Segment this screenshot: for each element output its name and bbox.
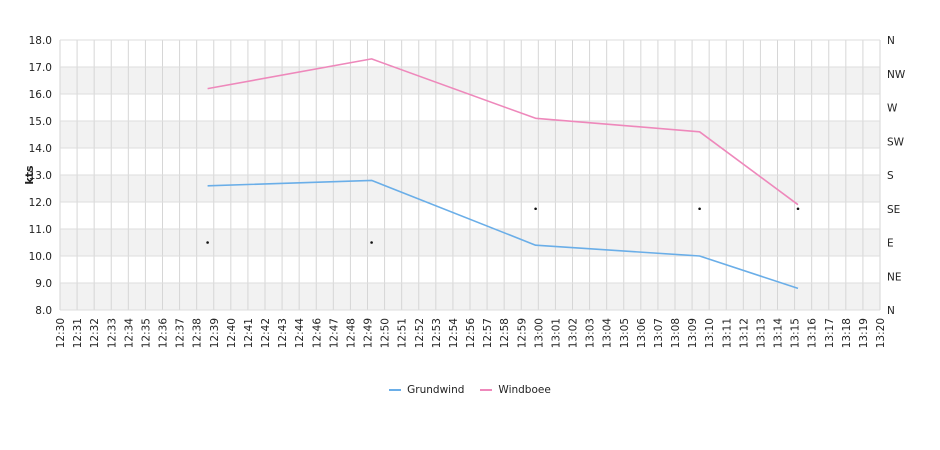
x-tick-label: 13:15 xyxy=(790,318,802,348)
legend-item-windboee[interactable]: Windboee xyxy=(480,384,551,396)
x-tick-label: 12:44 xyxy=(294,318,306,349)
x-tick-label: 12:46 xyxy=(311,318,323,349)
x-tick-label: 12:50 xyxy=(380,318,392,348)
x-tick-label: 13:10 xyxy=(704,318,716,348)
y-tick-label: 14.0 xyxy=(29,143,52,155)
y2-tick-label: N xyxy=(887,35,895,47)
direction-marker xyxy=(370,241,373,244)
y2-tick-label: N xyxy=(887,305,895,317)
legend-swatch-windboee xyxy=(480,389,493,391)
y-tick-label: 17.0 xyxy=(29,62,52,74)
x-tick-label: 12:57 xyxy=(482,318,494,348)
y2-tick-label: W xyxy=(887,103,898,115)
y2-tick-label: NW xyxy=(887,69,906,81)
x-tick-label: 12:32 xyxy=(89,318,101,348)
x-tick-label: 12:31 xyxy=(72,318,84,348)
y-tick-label: 8.0 xyxy=(35,305,52,317)
x-tick-label: 12:59 xyxy=(516,318,528,348)
x-tick-label: 13:20 xyxy=(875,318,887,348)
x-tick-label: 12:33 xyxy=(106,318,118,348)
y-tick-label: 12.0 xyxy=(29,197,52,209)
x-tick-label: 13:09 xyxy=(687,318,699,348)
y-axis-title: kts xyxy=(23,165,36,185)
x-tick-label: 12:40 xyxy=(226,318,238,348)
x-tick-label: 12:48 xyxy=(345,318,357,348)
legend: Grundwind Windboee xyxy=(0,384,940,396)
y-tick-label: 11.0 xyxy=(29,224,52,236)
x-tick-label: 13:01 xyxy=(550,318,562,348)
y2-tick-label: S xyxy=(887,170,894,182)
x-tick-label: 12:51 xyxy=(397,318,409,348)
y2-tick-label: SE xyxy=(887,204,900,216)
x-tick-label: 13:16 xyxy=(807,318,819,349)
y-tick-label: 18.0 xyxy=(29,35,52,47)
x-tick-label: 12:37 xyxy=(175,318,187,348)
y2-tick-label: E xyxy=(887,238,894,250)
series-line-grundwind xyxy=(207,179,799,290)
y-tick-label: 10.0 xyxy=(29,251,52,263)
direction-marker xyxy=(796,207,800,211)
x-tick-label: 12:39 xyxy=(209,318,221,348)
x-tick-label: 12:30 xyxy=(55,318,67,348)
x-tick-label: 12:49 xyxy=(363,318,375,348)
x-tick-label: 12:41 xyxy=(243,318,255,348)
legend-label-grundwind: Grundwind xyxy=(407,384,465,396)
wind-chart: 18.0 17.0 16.0 15.0 14.0 13.0 12.0 11.0 10.0 9.0 8… xyxy=(23,35,906,349)
series-line-windboee xyxy=(207,58,799,206)
x-tick-label: 12:43 xyxy=(277,318,289,348)
legend-swatch-grundwind xyxy=(389,389,402,391)
x-tick-label: 13:07 xyxy=(653,318,665,348)
direction-marker xyxy=(206,241,209,244)
y2-tick-label: SW xyxy=(887,136,905,148)
x-tick-label: 12:42 xyxy=(260,318,272,348)
x-tick-label: 13:03 xyxy=(585,318,597,348)
x-tick-label: 13:08 xyxy=(670,318,682,348)
y-tick-label: 15.0 xyxy=(29,116,52,128)
x-tick-label: 13:13 xyxy=(755,318,767,348)
x-tick-label: 12:38 xyxy=(192,318,204,348)
x-tick-label: 13:11 xyxy=(721,318,733,348)
x-tick-label: 12:53 xyxy=(431,318,443,348)
x-tick-label: 13:04 xyxy=(602,318,614,349)
x-tick-label: 12:58 xyxy=(499,318,511,348)
x-tick-label: 13:14 xyxy=(773,318,785,349)
x-tick-label: 12:54 xyxy=(448,318,460,349)
x-tick-label: 13:00 xyxy=(533,318,545,348)
y-tick-label: 16.0 xyxy=(29,89,52,101)
x-tick-label: 12:34 xyxy=(123,318,135,349)
legend-item-grundwind[interactable]: Grundwind xyxy=(389,384,464,396)
x-tick-label: 12:52 xyxy=(414,318,426,348)
y-tick-label: 13.0 xyxy=(29,170,52,182)
y2-tick-label: NE xyxy=(887,271,902,283)
x-tick-label: 13:02 xyxy=(568,318,580,348)
direction-marker xyxy=(534,207,537,211)
x-tick-label: 13:18 xyxy=(841,318,853,348)
direction-marker xyxy=(698,207,701,211)
x-tick-label: 13:19 xyxy=(858,318,870,348)
legend-label-windboee: Windboee xyxy=(498,384,551,396)
x-tick-label: 12:56 xyxy=(465,318,477,349)
y-tick-label: 9.0 xyxy=(35,278,52,290)
x-tick-label: 13:12 xyxy=(738,318,750,348)
x-tick-label: 13:06 xyxy=(636,318,648,349)
x-tick-label: 13:17 xyxy=(824,318,836,348)
x-tick-label: 12:35 xyxy=(140,318,152,348)
x-tick-label: 13:05 xyxy=(619,318,631,348)
x-tick-label: 12:47 xyxy=(328,318,340,348)
x-tick-label: 12:36 xyxy=(158,318,170,349)
